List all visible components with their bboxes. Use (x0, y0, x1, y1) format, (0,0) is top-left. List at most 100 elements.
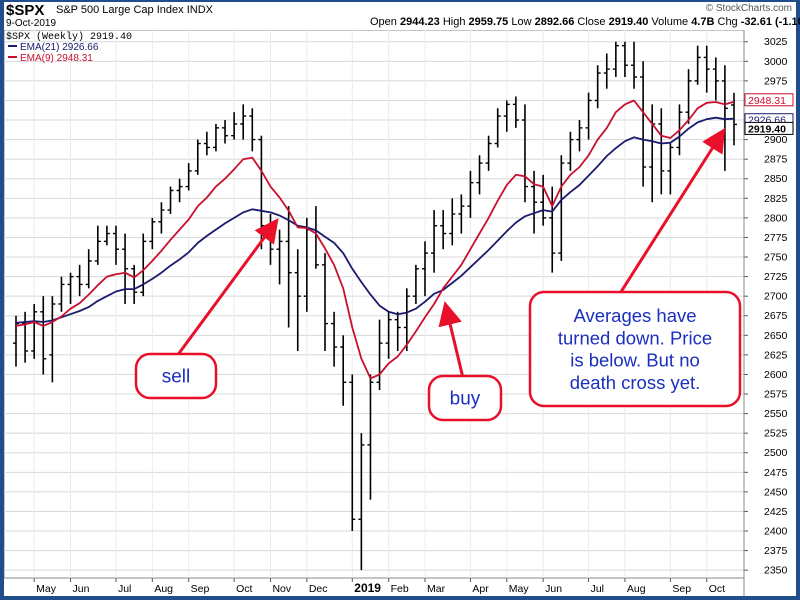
ohlc-bar (212, 123, 219, 152)
x-tick-label: Dec (309, 583, 328, 595)
ohlc-bar (494, 108, 501, 148)
y-tick-label: 2350 (764, 565, 788, 577)
y-tick-label: 2975 (764, 75, 788, 87)
open-value: 2944.23 (399, 16, 440, 28)
ohlc-bar (685, 69, 692, 124)
ohlc-bar (412, 264, 419, 304)
x-tick-label: Jul (591, 583, 604, 595)
y-tick-label: 2450 (764, 486, 788, 498)
legend-entry: EMA(9) 2948.31 (20, 53, 93, 64)
low-label: Low (511, 16, 532, 28)
y-tick-label: 2875 (764, 154, 788, 166)
last-value-box (744, 121, 794, 135)
x-tick-label: Sep (191, 583, 210, 595)
note-callout-text: is below. But no (570, 350, 700, 371)
last-value-tag: 2948.31 (744, 93, 794, 107)
y-tick-label: 3000 (764, 56, 788, 68)
symbol-label: $SPX (6, 2, 45, 19)
y-tick-label: 2800 (764, 212, 788, 224)
legend-entry: $SPX (Weekly) 2919.40 (6, 31, 132, 43)
sell-callout-text: sell (162, 367, 191, 388)
ohlc-bar (158, 202, 165, 234)
x-tick-label: Aug (154, 583, 173, 595)
y-tick-label: 2475 (764, 467, 788, 479)
company-name: S&P 500 Large Cap Index INDX (56, 4, 213, 16)
note-callout-box (528, 290, 742, 408)
x-tick-label: Apr (472, 583, 489, 595)
y-tick-label: 2400 (764, 526, 788, 538)
ohlc-bar (222, 120, 229, 144)
ohlc-bar (76, 264, 83, 297)
x-tick-label: Oct (709, 583, 725, 595)
y-tick-label: 2725 (764, 271, 788, 283)
ohlc-bar (340, 335, 347, 406)
y-tick-label: 2700 (764, 291, 788, 303)
x-tick-label: Jun (73, 583, 90, 595)
volume-label: Volume (651, 16, 689, 28)
ema-line-ema21 (15, 116, 735, 324)
x-tick-label: Jun (545, 583, 562, 595)
chart-area: 2350 2375 2400 2425 2450 2475 2500 2525 2550 2575… (4, 30, 796, 596)
y-tick-label: 2375 (764, 545, 788, 557)
ohlc-bar (349, 374, 356, 532)
ohlc-bar (376, 319, 383, 391)
ohlc-bar (640, 61, 647, 187)
x-tick-label: Mar (427, 583, 446, 595)
x-tick-label: Jul (118, 583, 131, 595)
chg-label: Chg (717, 16, 738, 28)
note-callout-text: Averages have (573, 305, 696, 326)
ohlc-bar (585, 92, 592, 140)
sell-callout: sell (134, 352, 218, 400)
ohlc-bar (140, 233, 147, 297)
ohlc-bar (240, 104, 247, 140)
ohlc-bar (203, 131, 210, 156)
x-tick-label: Aug (627, 583, 646, 595)
x-tick-label: Feb (391, 583, 409, 595)
y-tick-label: 2525 (764, 428, 788, 440)
ohlc-bar (67, 272, 74, 304)
close-value: 2919.40 (608, 16, 649, 28)
ohlc-bar (322, 253, 329, 351)
ohlc-bar (631, 41, 638, 89)
y-tick-label: 2500 (764, 447, 788, 459)
ohlc-bar (558, 155, 565, 261)
ohlc-bar (249, 108, 256, 152)
ohlc-bar (540, 174, 547, 226)
ohlc-bar (294, 249, 301, 351)
y-tick-label: 3025 (764, 36, 788, 48)
sell-arrow (175, 218, 279, 357)
x-tick-label: May (36, 583, 57, 595)
note-arrow (617, 127, 726, 296)
ohlc-bar (358, 433, 365, 571)
ohlc-bar (476, 155, 483, 195)
ohlc-bar (112, 225, 119, 265)
ohlc-bar (712, 57, 719, 101)
ohlc-bar (403, 288, 410, 351)
legend-entry: EMA(21) 2926.66 (20, 42, 99, 53)
y-tick-label: 2775 (764, 232, 788, 244)
ohlc-bar (521, 104, 528, 203)
ohlc-bar (185, 163, 192, 191)
ohlc-bar (612, 41, 619, 77)
ohlc-bar (440, 210, 447, 250)
y-tick-label: 2650 (764, 330, 788, 342)
exchange-label: INDX (186, 4, 213, 16)
buy-callout-text: buy (450, 389, 481, 410)
note-callout-text: death cross yet. (570, 372, 701, 393)
ohlc-bar (176, 178, 183, 203)
ohlc-bar (231, 112, 238, 140)
ohlc-bar (549, 186, 556, 273)
ohlc-bar (285, 206, 292, 328)
y-tick-label: 2850 (764, 173, 788, 185)
low-value: 2892.66 (534, 16, 575, 28)
ohlc-bar (603, 53, 610, 89)
ohlc-bar (85, 249, 92, 289)
x-tick-label: 2019 (354, 581, 381, 595)
ohlc-bar (594, 65, 601, 109)
y-tick-label: 2575 (764, 389, 788, 401)
ohlc-bar (658, 108, 665, 195)
note-callout-text: turned down. Price (558, 327, 712, 348)
